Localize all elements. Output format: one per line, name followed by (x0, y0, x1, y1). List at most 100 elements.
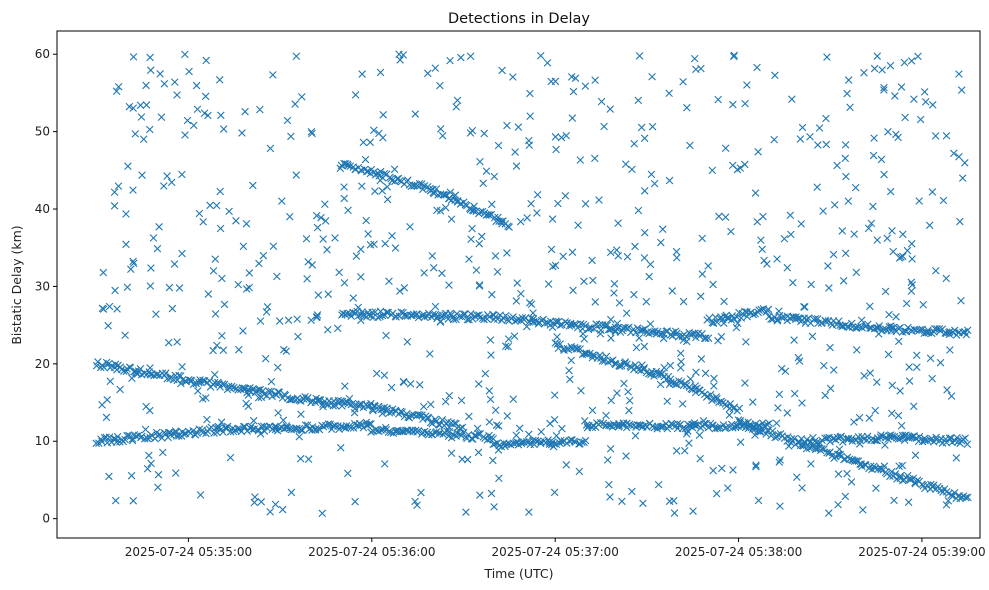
detection-marker (798, 123, 807, 132)
detection-marker (308, 129, 316, 138)
detection-marker (815, 124, 824, 132)
detection-marker (485, 211, 494, 219)
detection-marker (216, 224, 225, 233)
detection-marker (581, 200, 590, 208)
detection-marker (648, 122, 657, 131)
detection-marker (852, 346, 861, 354)
detection-marker (451, 191, 460, 199)
detection-marker (462, 508, 470, 516)
detection-marker (526, 112, 534, 120)
detection-marker (431, 64, 440, 72)
detection-marker (545, 438, 554, 446)
detection-marker (650, 179, 659, 188)
detection-marker (307, 128, 316, 136)
detection-marker (885, 310, 893, 319)
detection-marker (485, 387, 494, 395)
detection-marker (430, 189, 438, 198)
detection-marker (944, 497, 953, 505)
detection-marker (364, 230, 372, 238)
detection-marker (160, 182, 168, 190)
detection-marker (429, 264, 438, 272)
detection-marker (935, 325, 944, 333)
detection-marker (367, 399, 375, 408)
detection-marker (266, 144, 275, 153)
detection-marker (682, 430, 691, 438)
detection-marker (331, 401, 340, 410)
detection-marker (887, 324, 896, 332)
detection-marker (562, 461, 571, 469)
detection-marker (606, 315, 615, 324)
detection-marker (486, 395, 495, 404)
detection-marker (453, 198, 462, 206)
detection-marker (177, 379, 185, 388)
detection-marker (319, 422, 328, 431)
detection-marker (749, 310, 758, 319)
detection-marker (489, 456, 497, 465)
detection-marker (491, 439, 499, 448)
detection-marker (324, 420, 333, 428)
detection-marker (576, 319, 585, 328)
detection-marker (249, 416, 258, 425)
detection-marker (406, 222, 414, 231)
detection-marker (898, 461, 907, 470)
detection-marker (714, 336, 722, 345)
x-tick-label: 2025-07-24 05:37:00 (491, 545, 618, 559)
detection-marker (461, 310, 469, 318)
detection-marker (612, 246, 621, 254)
detection-marker (486, 336, 495, 344)
detection-marker (511, 148, 519, 156)
detection-marker (198, 395, 207, 403)
detection-marker (248, 425, 257, 434)
detection-marker (244, 402, 253, 411)
detection-marker (105, 472, 113, 481)
detection-marker (700, 420, 708, 428)
detection-marker (189, 380, 198, 388)
detection-marker (349, 424, 358, 432)
detection-marker (894, 133, 902, 142)
detection-marker (344, 161, 352, 170)
detection-marker (568, 248, 577, 256)
detection-marker (289, 395, 297, 404)
detection-marker (145, 125, 154, 134)
detection-marker (887, 409, 896, 418)
detection-marker (391, 244, 400, 252)
x-axis-label: Time (UTC) (483, 566, 553, 581)
detection-marker (413, 501, 421, 509)
detection-marker (596, 330, 605, 338)
detection-marker (474, 380, 483, 388)
detection-marker (275, 388, 284, 397)
detection-marker (164, 338, 173, 347)
detection-marker (347, 312, 355, 321)
detection-marker (834, 500, 842, 509)
detection-marker (399, 51, 408, 59)
detection-marker (262, 308, 271, 316)
detection-marker (331, 234, 339, 242)
detection-marker (695, 431, 704, 440)
detection-marker (579, 329, 587, 338)
detection-marker (445, 281, 453, 289)
detection-marker (457, 53, 465, 62)
detection-marker (388, 232, 396, 240)
detection-marker (958, 174, 967, 182)
detection-marker (936, 358, 945, 367)
detection-marker (856, 440, 864, 448)
detection-marker (473, 424, 482, 433)
detection-marker (616, 362, 624, 371)
detection-marker (480, 129, 489, 138)
detection-marker (466, 52, 475, 61)
detection-marker (844, 76, 853, 84)
detection-marker (800, 303, 808, 311)
detection-marker (515, 424, 524, 433)
y-tick-label: 20 (35, 357, 50, 371)
detection-marker (667, 419, 675, 428)
detection-marker (162, 369, 170, 377)
detection-marker (631, 431, 640, 440)
detection-marker (715, 212, 723, 221)
detection-marker (292, 52, 301, 61)
detection-marker (428, 252, 437, 260)
detection-marker (945, 330, 954, 339)
detection-marker (278, 505, 287, 514)
detection-marker (228, 382, 236, 391)
detection-marker (767, 315, 775, 323)
